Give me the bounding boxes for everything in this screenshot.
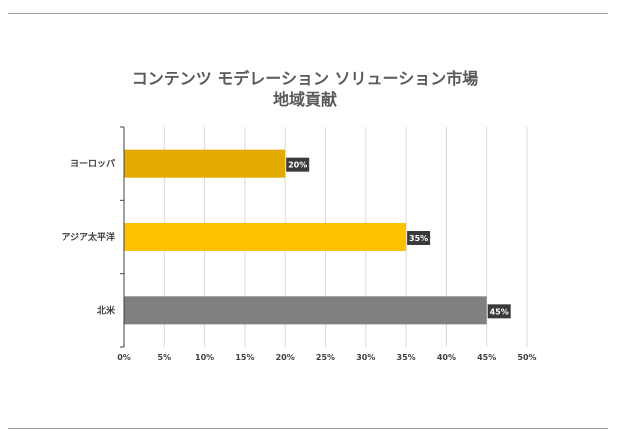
x-tick-label: 35% [397,353,416,362]
x-tick-label: 0% [117,353,131,362]
x-tick-label: 40% [437,353,456,362]
category-label: 北米 [97,304,116,316]
category-label: アジア太平洋 [61,231,115,243]
x-tick-label: 45% [477,353,496,362]
top-divider [8,13,608,14]
x-tick-label: 20% [276,353,295,362]
data-label: 20% [288,161,307,170]
x-tick-label: 5% [158,353,172,362]
x-tick-label: 50% [517,353,536,362]
chart-subtitle: 地域貢献 [273,90,337,109]
axes: 0% 5% 10% 15% 20% 25% 30% 35% 40% 45% 50% ヨーロッパアジア太… [61,126,537,362]
x-tick-label: 10% [195,353,214,362]
data-label: 45% [490,307,509,316]
data-label-box [407,231,431,245]
bars: 20% 35% 45% [124,149,511,325]
x-tick-label: 30% [356,353,375,362]
bar [124,149,286,178]
bar [124,223,407,251]
x-tick-label: 15% [235,353,254,362]
chart-title: コンテンツ モデレーション ソリューション市場 [132,69,479,88]
category-label: ヨーロッパ [70,158,115,170]
x-tick-label: 25% [316,353,335,362]
data-label-box [286,157,310,172]
bottom-divider [8,428,608,429]
data-label: 35% [409,234,428,243]
bar [124,296,487,325]
data-label-box [487,304,511,319]
